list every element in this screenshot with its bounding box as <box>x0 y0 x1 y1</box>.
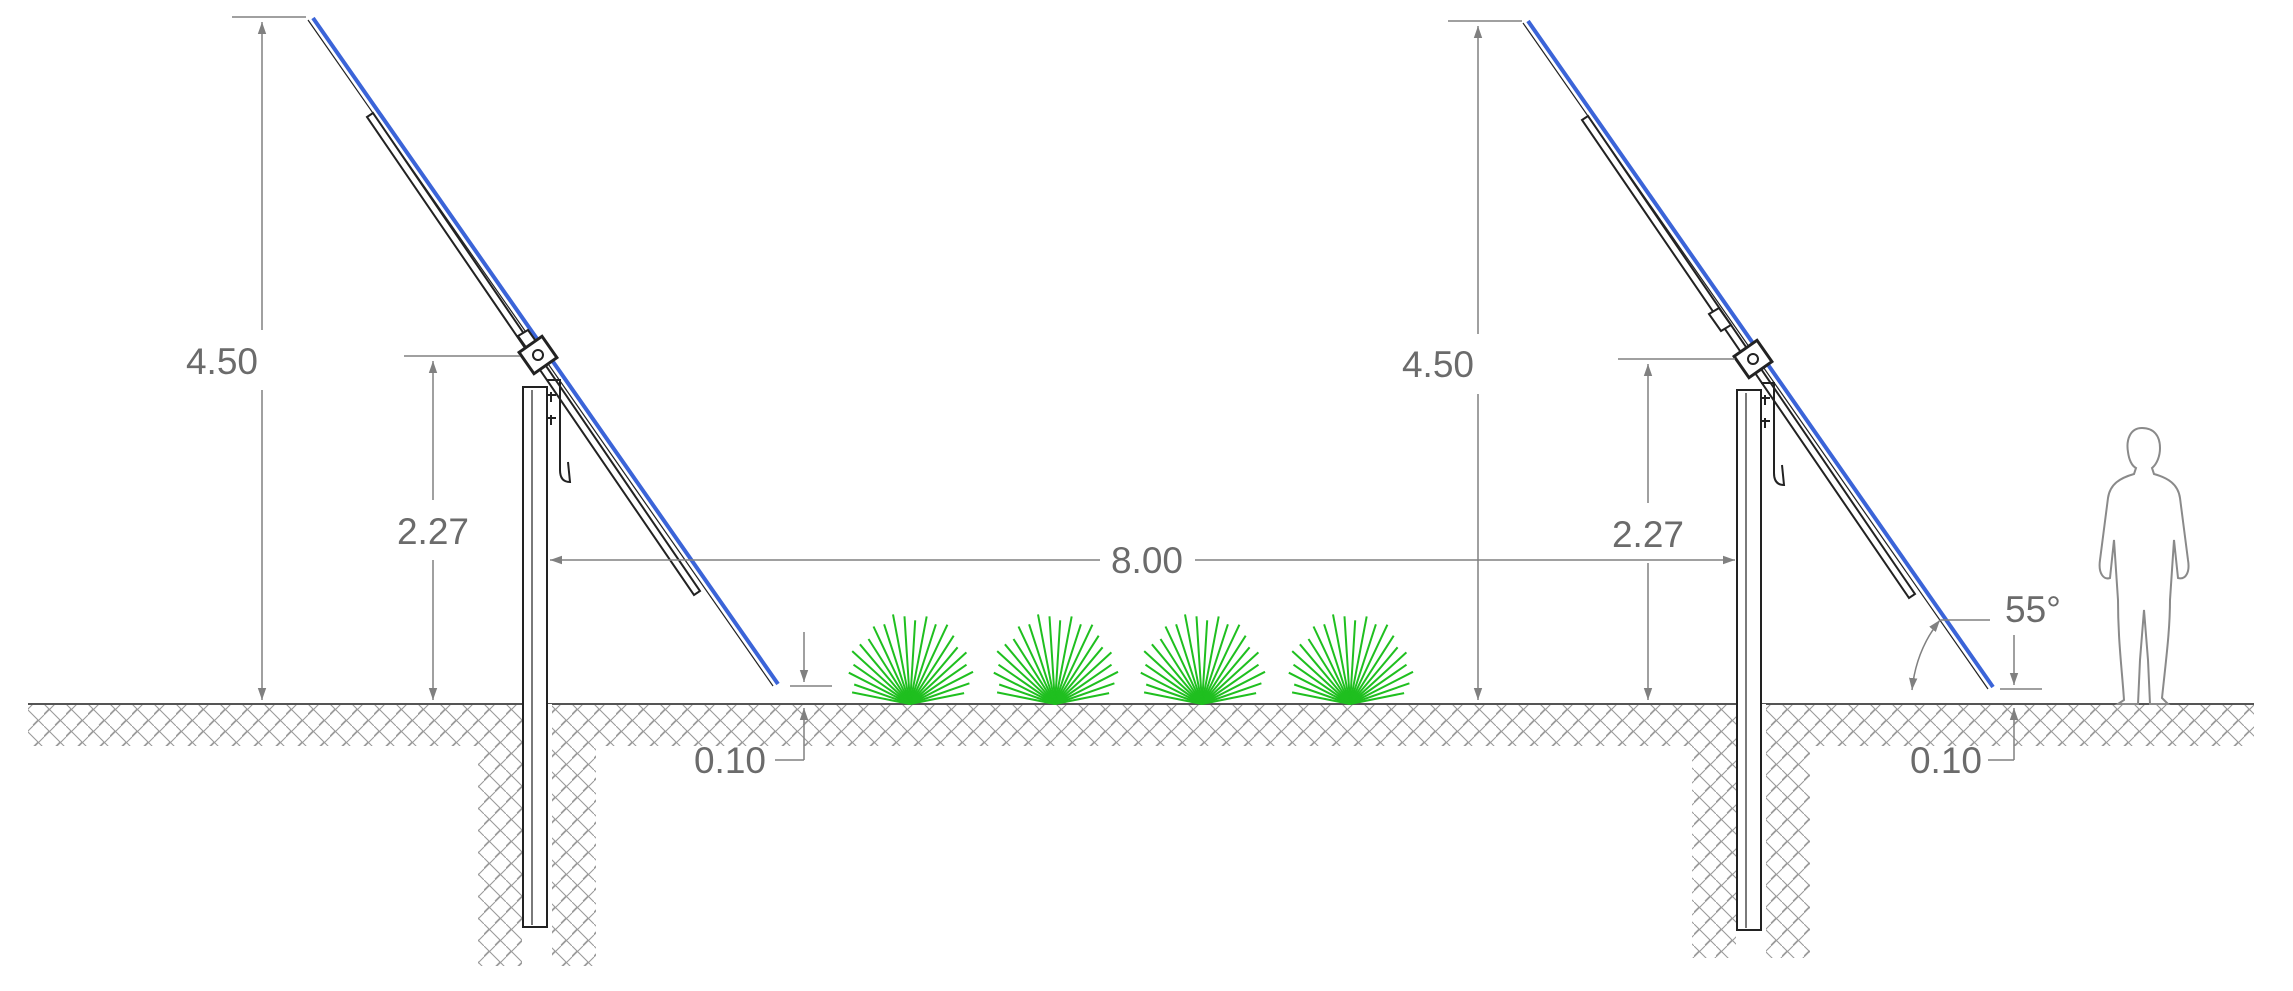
right-tracker <box>1522 19 1995 931</box>
plant <box>1288 614 1414 705</box>
dim-tilt-angle: 55° <box>2005 589 2061 630</box>
dim-left-clearance: 0.10 <box>694 740 766 781</box>
dim-row-spacing: 8.00 <box>1111 540 1183 581</box>
dimension-lines <box>232 16 2042 761</box>
plant <box>1140 614 1266 705</box>
vegetation <box>848 614 1414 705</box>
right-pivot-box <box>1731 338 1775 380</box>
left-pivot-box <box>516 334 560 376</box>
right-post <box>1736 389 1762 931</box>
dimension-labels: 4.50 2.27 8.00 4.50 2.27 0.10 0.10 55° <box>186 341 2061 781</box>
plant <box>993 614 1119 705</box>
left-tracker <box>307 16 780 928</box>
dim-left-total-height: 4.50 <box>186 341 258 382</box>
plant <box>848 614 974 705</box>
dim-right-clearance: 0.10 <box>1910 740 1982 781</box>
human-figure-icon <box>2098 426 2190 705</box>
left-post <box>522 386 548 928</box>
dim-left-pivot-height: 2.27 <box>397 511 469 552</box>
dim-right-total-height: 4.50 <box>1402 344 1474 385</box>
dim-right-pivot-height: 2.27 <box>1612 514 1684 555</box>
